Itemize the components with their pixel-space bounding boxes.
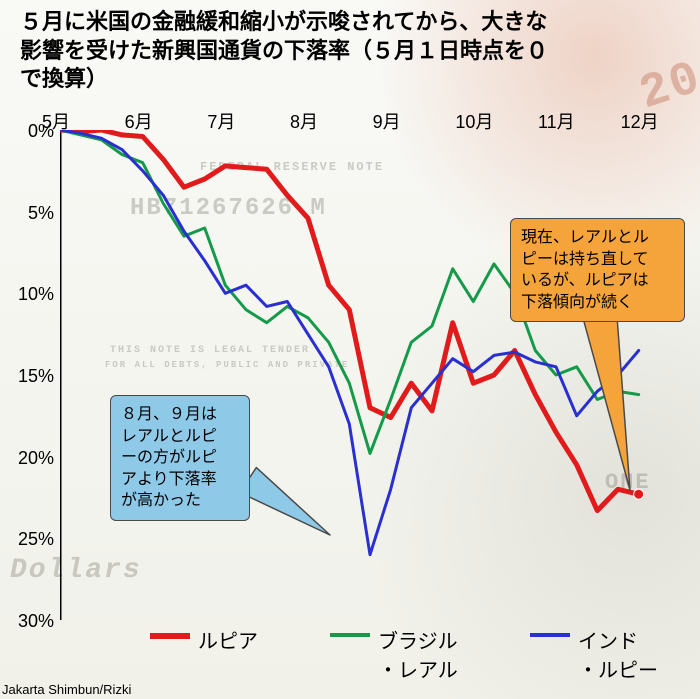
callout-tail-current_note — [0, 0, 700, 699]
legend-swatch-rupiah — [150, 633, 190, 639]
legend-label-inr: インド ・ルピー — [578, 625, 658, 683]
legend-item-rupiah: ルピア — [150, 625, 258, 654]
legend-swatch-inr — [530, 633, 570, 637]
callout-current_note: 現在、レアルとル ピーは持ち直して いるが、ルピアは 下落傾向が続く — [510, 218, 685, 322]
legend-item-brl: ブラジル ・レアル — [330, 625, 458, 683]
legend-label-rupiah: ルピア — [198, 625, 258, 654]
legend-item-inr: インド ・ルピー — [530, 625, 658, 683]
chart-title: ５月に米国の金融緩和縮小が示唆されてから、大きな 影響を受けた新興国通貨の下落率… — [20, 8, 548, 94]
credit-line: Jakarta Shimbun/Rizki — [2, 682, 131, 697]
legend-label-brl: ブラジル ・レアル — [378, 625, 458, 683]
legend-swatch-brl — [330, 633, 370, 637]
chart-root: FEDERAL RESERVE NOTE HB71267626 M THIS N… — [0, 0, 700, 699]
